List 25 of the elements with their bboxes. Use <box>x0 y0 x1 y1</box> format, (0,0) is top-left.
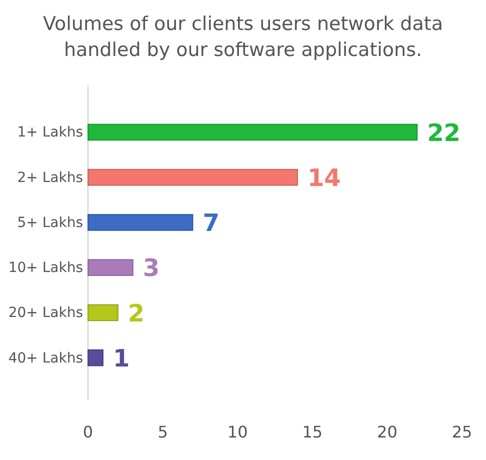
chart-title: Volumes of our clients users network data handled by our software applications. <box>43 13 443 61</box>
data-label: 2 <box>128 299 145 328</box>
x-tick-label: 5 <box>158 422 168 442</box>
x-tick-label: 15 <box>302 422 323 442</box>
y-tick-label: 5+ Lakhs <box>17 214 83 231</box>
y-tick-label: 10+ Lakhs <box>8 260 83 276</box>
x-tick-label: 25 <box>452 422 472 442</box>
data-label: 14 <box>307 164 341 192</box>
data-label: 1 <box>112 344 130 372</box>
bar <box>88 349 104 366</box>
bar <box>88 259 134 276</box>
x-tick-label: 0 <box>82 422 94 442</box>
y-tick-label: 20+ Lakhs <box>8 305 83 322</box>
data-label: 3 <box>142 254 160 282</box>
bar <box>88 214 194 231</box>
x-tick-label: 10 <box>227 422 248 442</box>
y-tick-label: 1+ Lakhs <box>17 124 83 141</box>
data-label: 7 <box>202 209 220 238</box>
y-tick-label: 40+ Lakhs <box>8 350 83 366</box>
bar <box>88 304 118 322</box>
x-tick-label: 20 <box>377 422 398 442</box>
data-label: 22 <box>427 118 461 147</box>
bar <box>88 124 418 141</box>
y-tick-label: 2+ Lakhs <box>17 170 83 186</box>
bar <box>88 168 298 186</box>
